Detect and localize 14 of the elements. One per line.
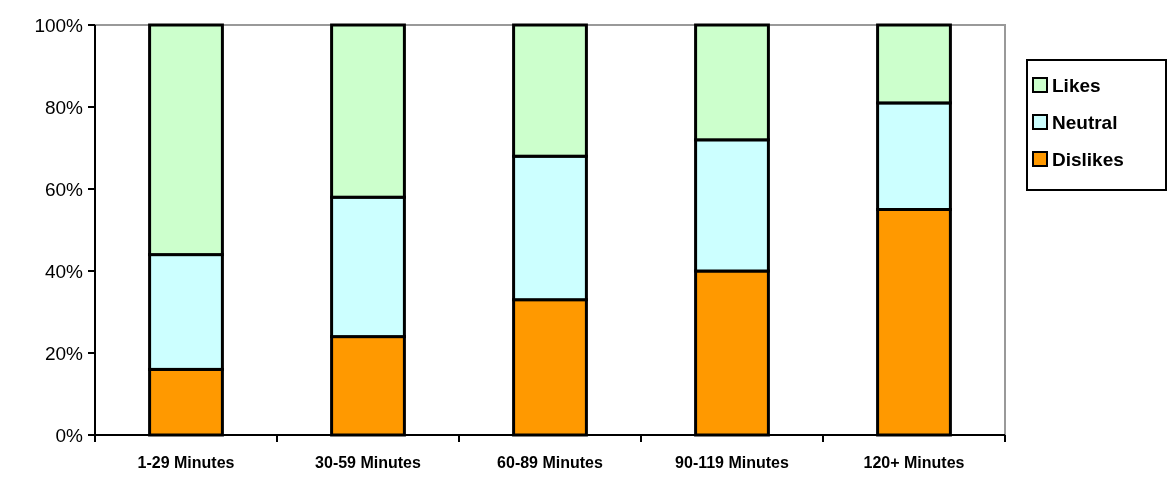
x-tick-label: 1-29 Minutes bbox=[137, 454, 235, 471]
x-tick-label: 60-89 Minutes bbox=[497, 454, 604, 471]
y-tick-label: 20% bbox=[44, 342, 84, 364]
y-tick-label: 40% bbox=[44, 260, 84, 282]
legend-label: Neutral bbox=[1052, 111, 1118, 133]
x-tick-label: 120+ Minutes bbox=[863, 454, 965, 471]
legend-label: Dislikes bbox=[1052, 148, 1124, 170]
y-tick-label: 60% bbox=[44, 178, 84, 200]
x-tick-label: 30-59 Minutes bbox=[315, 454, 422, 471]
legend-label: Likes bbox=[1052, 74, 1101, 96]
y-tick-label: 80% bbox=[44, 96, 84, 118]
x-tick-label: 90-119 Minutes bbox=[675, 454, 790, 471]
y-tick-label: 0% bbox=[55, 424, 84, 446]
y-tick-label: 100% bbox=[34, 14, 84, 36]
